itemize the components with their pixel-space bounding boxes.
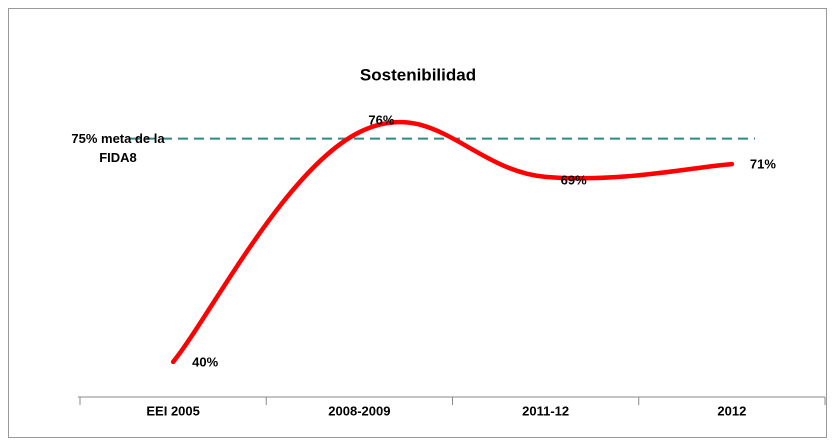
- chart-border: [8, 8, 827, 438]
- x-tick-label: 2008-2009: [328, 403, 390, 418]
- data-label: 76%: [368, 113, 394, 128]
- reference-label: 75% meta de la: [71, 131, 165, 146]
- data-label: 40%: [192, 354, 218, 369]
- data-label: 71%: [750, 157, 776, 172]
- reference-label: FIDA8: [99, 150, 137, 165]
- line: [170, 119, 735, 365]
- x-tick-label: EEI 2005: [146, 403, 200, 418]
- x-tick-label: 2011-12: [522, 403, 569, 418]
- data-label: 69%: [561, 172, 587, 187]
- x-tick-label: 2012: [717, 403, 746, 418]
- chart-title: Sostenibilidad: [360, 65, 476, 84]
